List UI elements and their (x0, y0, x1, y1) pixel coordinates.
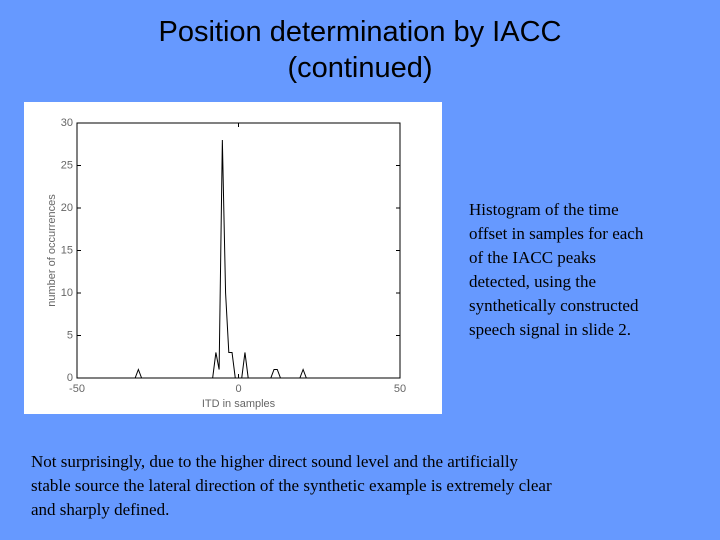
data-line (77, 139, 400, 379)
caption-line: detected, using the (469, 272, 596, 291)
y-axis-label: number of occurrences (46, 194, 58, 307)
x-tick-label: 0 (235, 383, 241, 395)
y-tick-label: 0 (67, 372, 73, 384)
y-tick-label: 15 (61, 244, 73, 256)
y-tick-label: 20 (61, 202, 73, 214)
y-tick-label: 10 (61, 287, 73, 299)
body-line: Not surprisingly, due to the higher dire… (31, 452, 519, 471)
y-tick-label: 5 (67, 329, 73, 341)
title-line: Position determination by IACC (158, 16, 562, 48)
caption-line: speech signal in slide 2. (469, 320, 631, 339)
y-tick-label: 30 (61, 117, 73, 129)
body-text: Not surprisingly, due to the higher dire… (31, 450, 552, 522)
x-tick-label: -50 (69, 383, 85, 395)
title-line: (continued) (287, 52, 433, 84)
x-axis-label: ITD in samples (202, 398, 276, 410)
body-line: stable source the lateral direction of t… (31, 476, 552, 495)
body-line: and sharply defined. (31, 500, 170, 519)
caption-line: Histogram of the time (469, 200, 619, 219)
caption-line: of the IACC peaks (469, 248, 597, 267)
caption: Histogram of the time offset in samples … (469, 198, 643, 342)
caption-line: synthetically constructed (469, 296, 639, 315)
y-tick-label: 25 (61, 159, 73, 171)
slide-title: Position determination by IACC (continue… (0, 14, 720, 86)
chart-background (24, 102, 442, 414)
caption-line: offset in samples for each (469, 224, 644, 243)
x-tick-label: 50 (394, 383, 406, 395)
